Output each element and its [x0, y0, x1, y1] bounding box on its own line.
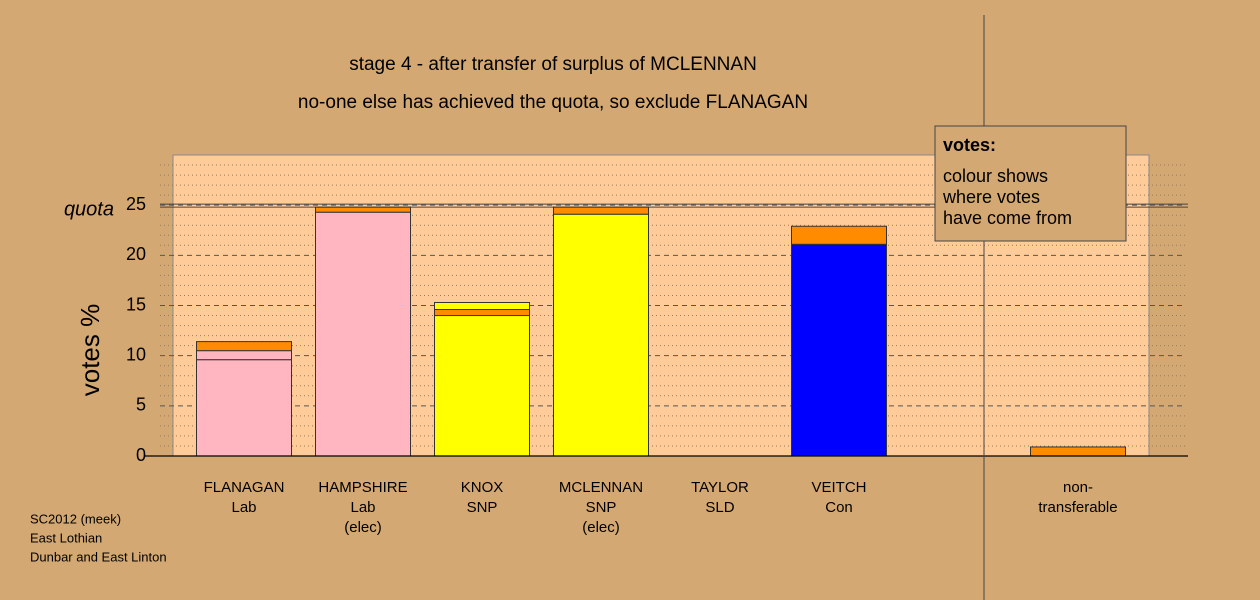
x-tick-label: SNP [467, 499, 498, 516]
legend-box [934, 125, 1127, 242]
y-tick-label: 25 [126, 194, 146, 214]
x-tick-label: HAMPSHIRE [318, 479, 407, 496]
x-tick-label: Con [825, 499, 853, 516]
x-tick-label: transferable [1038, 499, 1117, 516]
x-tick-label: SNP [586, 499, 617, 516]
y-tick-label: 5 [136, 395, 146, 415]
bar-segment [791, 243, 887, 457]
x-tick-label: TAYLOR [691, 479, 749, 496]
footer-text: East Lothian [30, 530, 102, 545]
x-tick-label: Lab [231, 499, 256, 516]
bar-segment [315, 211, 411, 457]
footer-text: Dunbar and East Linton [30, 549, 167, 564]
bar-segment [1030, 446, 1126, 457]
bar-segment [196, 341, 292, 352]
bar-segment [434, 309, 530, 317]
bar-segment [553, 213, 649, 457]
footer-text: SC2012 (meek) [30, 511, 121, 526]
bar-segment [196, 350, 292, 361]
y-tick-label: 15 [126, 294, 146, 314]
bar-segment [434, 315, 530, 457]
bar-segment [434, 301, 530, 311]
legend-title: votes: [943, 135, 996, 155]
x-tick-label: Lab [350, 499, 375, 516]
bar-segment [553, 206, 649, 215]
chart-title: stage 4 - after transfer of surplus of M… [349, 54, 757, 75]
y-tick-label: 0 [136, 445, 146, 465]
legend-text: where votes [942, 187, 1040, 207]
bar-segment [196, 359, 292, 457]
x-tick-label: (elec) [582, 519, 620, 536]
x-tick-label: non- [1063, 479, 1093, 496]
x-tick-label: FLANAGAN [204, 479, 285, 496]
x-tick-label: MCLENNAN [559, 479, 643, 496]
quota-label: quota [64, 198, 114, 220]
legend-text: have come from [943, 208, 1072, 228]
chart-subtitle: no-one else has achieved the quota, so e… [298, 92, 808, 113]
legend-text: colour shows [943, 166, 1048, 186]
x-tick-label: VEITCH [811, 479, 866, 496]
y-tick-label: 10 [126, 344, 146, 364]
x-tick-label: KNOX [461, 479, 504, 496]
y-axis-label: votes % [75, 304, 105, 397]
bar-segment [791, 225, 887, 245]
bar-segment [315, 206, 411, 213]
y-tick-label: 20 [126, 244, 146, 264]
x-tick-label: (elec) [344, 519, 382, 536]
x-tick-label: SLD [705, 499, 734, 516]
